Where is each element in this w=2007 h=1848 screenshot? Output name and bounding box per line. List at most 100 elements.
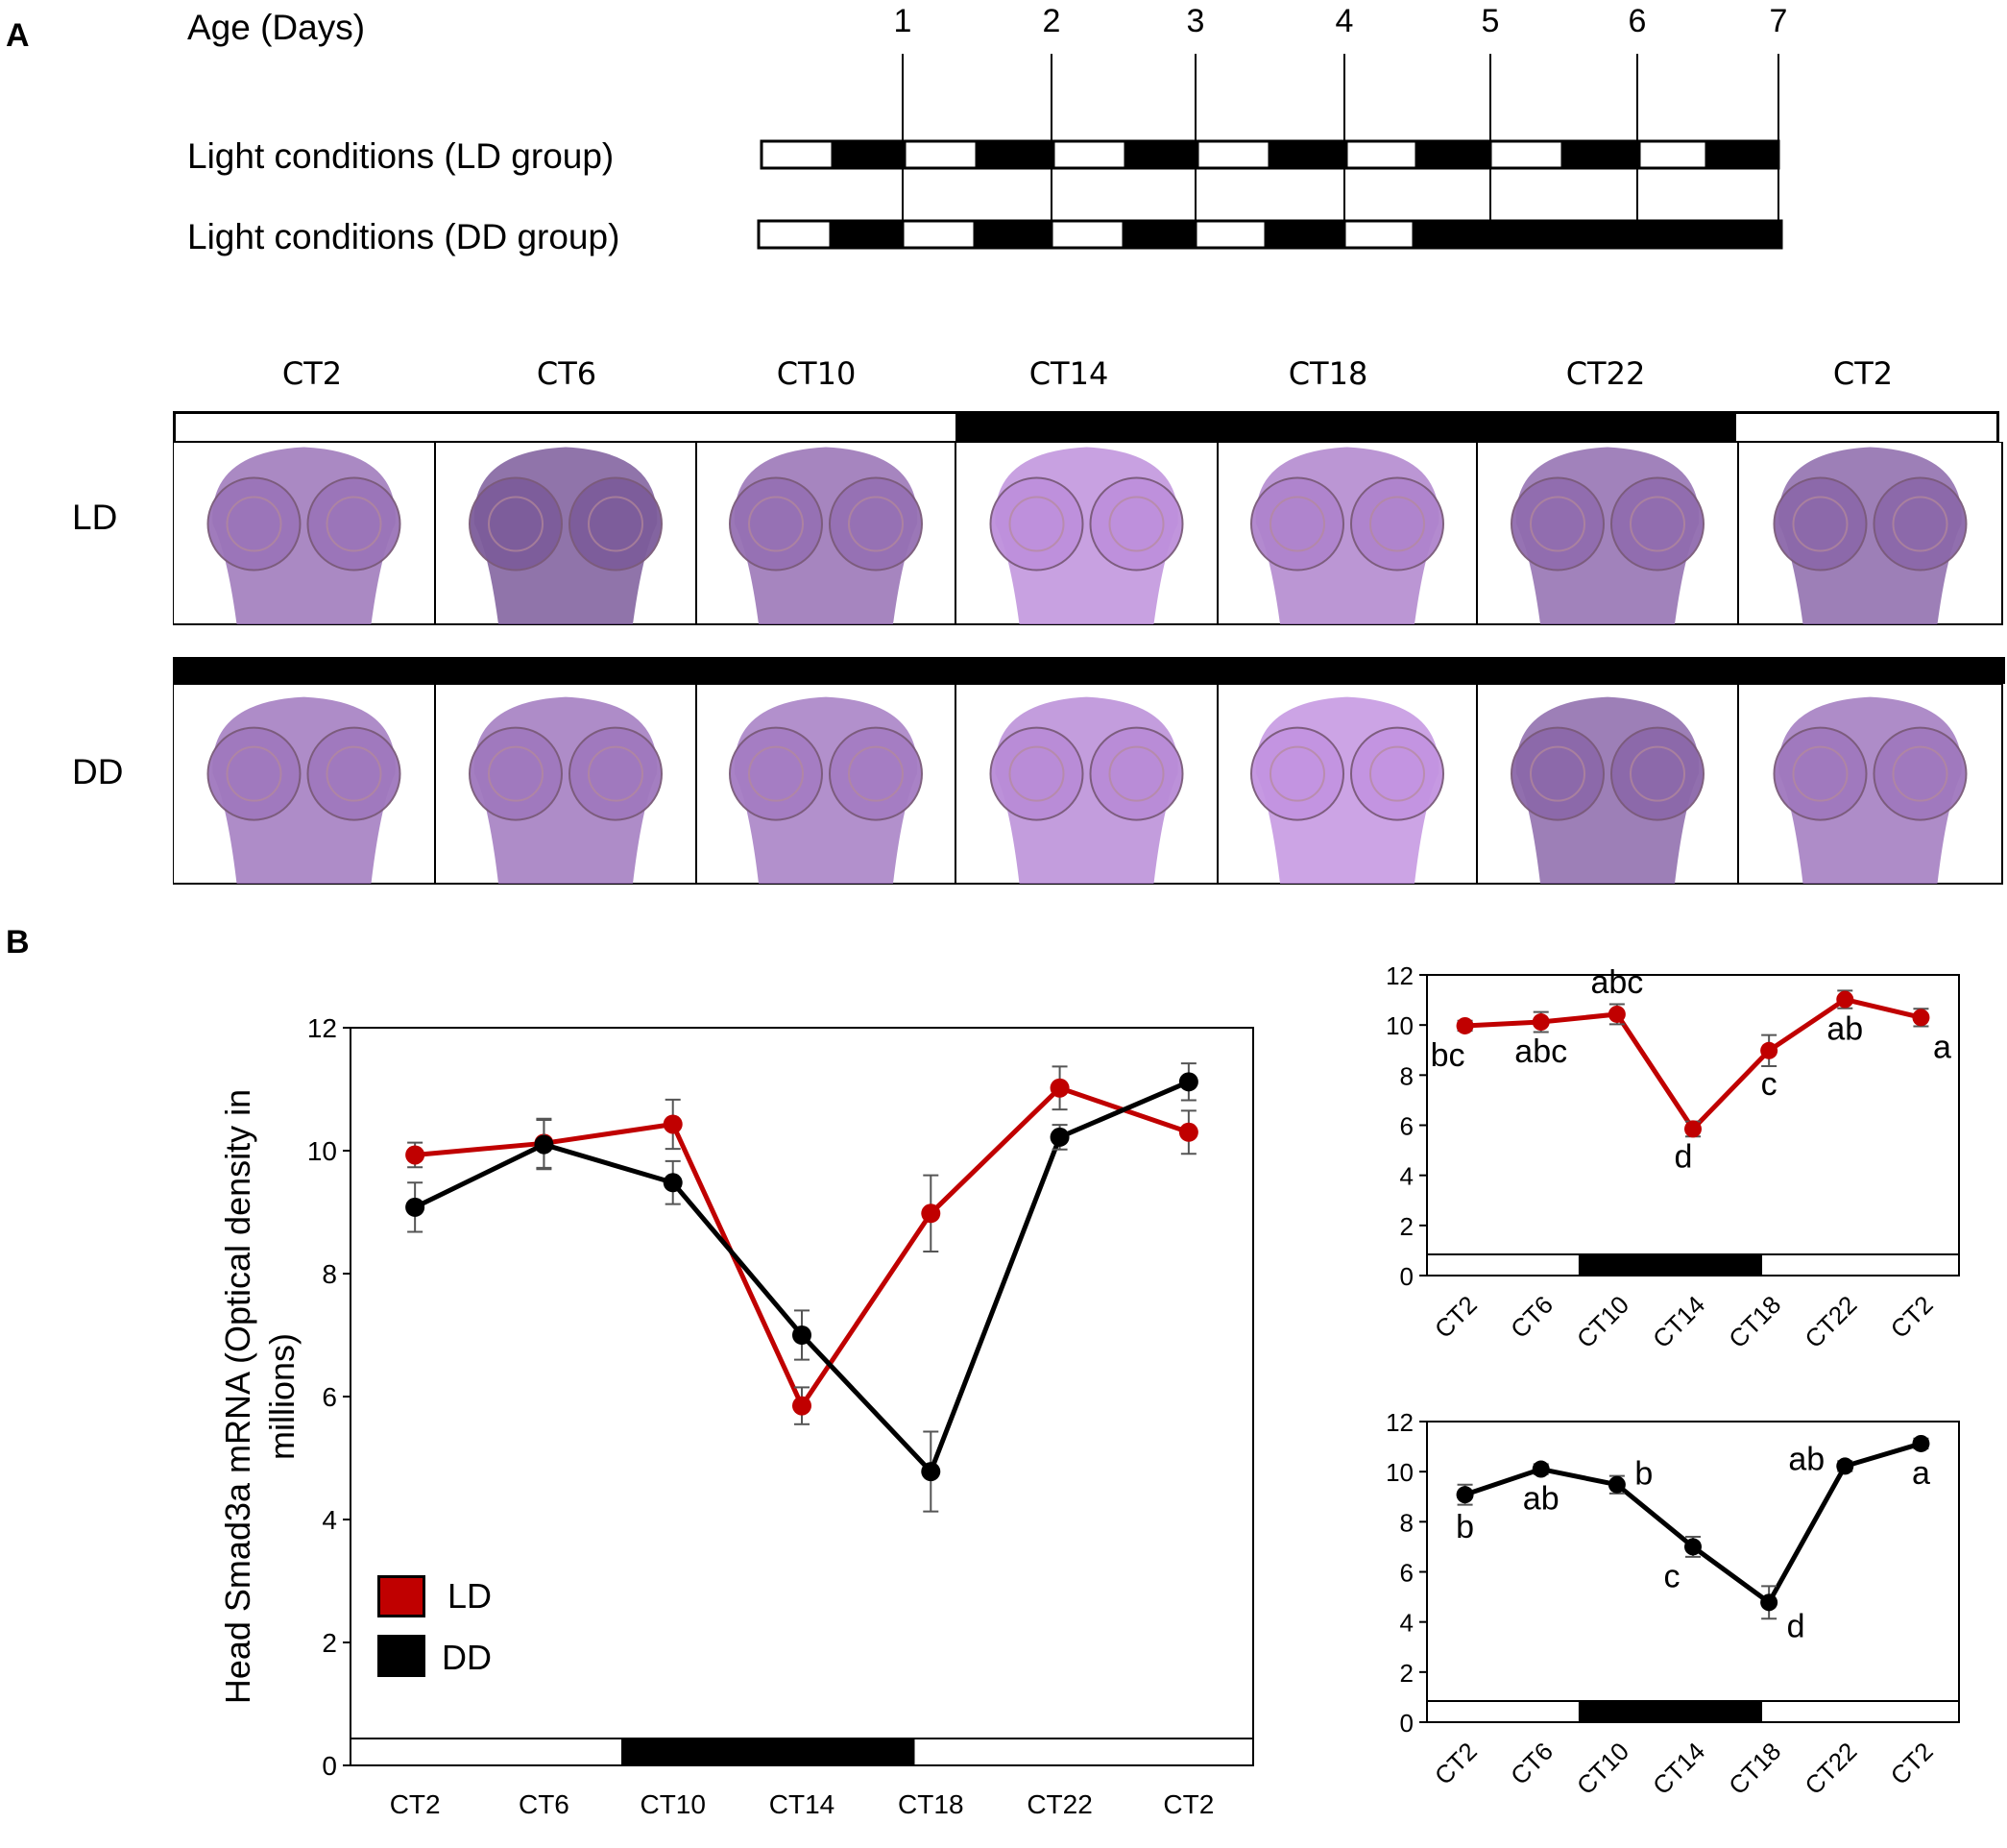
dark-phase (1578, 1254, 1763, 1276)
data-point (663, 1114, 683, 1134)
significance-letter: d (1787, 1608, 1805, 1644)
day-label: 3 (1187, 3, 1205, 39)
x-tick-label: CT18 (1723, 1737, 1786, 1800)
y-tick-label: 2 (1400, 1212, 1414, 1241)
specimen-lens (1792, 745, 1849, 802)
x-tick-label: CT2 (1163, 1789, 1214, 1819)
significance-letter: b (1634, 1456, 1653, 1493)
ld-segment (760, 139, 834, 170)
specimen-lens (848, 496, 904, 552)
data-point (1178, 1072, 1198, 1092)
day-label: 4 (1336, 3, 1354, 39)
x-tick-label: CT2 (390, 1789, 441, 1819)
specimen-lens (588, 745, 643, 802)
ld-segment (1637, 139, 1708, 170)
specimen-eye (829, 476, 923, 571)
specimen-lens (1369, 496, 1425, 552)
dark-phase (621, 1739, 915, 1765)
specimen-eye (1350, 726, 1444, 821)
x-tick-label: CT22 (1799, 1290, 1862, 1353)
x-tick-label: CT22 (1027, 1789, 1092, 1819)
y-tick-label: 0 (322, 1751, 337, 1781)
specimen-lens (1269, 496, 1325, 552)
y-tick-label: 6 (322, 1382, 337, 1412)
specimen-eye (206, 476, 302, 571)
specimen-lens (1008, 745, 1065, 802)
y-tick-label: 10 (307, 1136, 337, 1166)
data-point (1608, 1475, 1626, 1494)
specimen-eye (989, 726, 1084, 821)
specimen-eye (1773, 726, 1868, 821)
dd-segment (1412, 219, 1783, 250)
significance-letter: ab (1523, 1481, 1560, 1518)
data-point (1684, 1120, 1702, 1138)
significance-letter: abc (1590, 964, 1643, 1001)
legend-dd-label: DD (442, 1638, 492, 1677)
significance-letter: c (1664, 1558, 1681, 1594)
ct-header: CT2 (1832, 355, 1894, 392)
ld-segment (1560, 139, 1641, 170)
significance-letter: ab (1788, 1441, 1825, 1477)
specimen-eye (568, 476, 663, 571)
y-tick-label: 2 (1400, 1659, 1414, 1688)
y-tick-label: 10 (1386, 1458, 1414, 1487)
legend-ld-label: LD (447, 1576, 493, 1616)
x-tick-label: CT2 (1429, 1290, 1483, 1344)
specimen-eye (306, 726, 401, 821)
panel-a-label: A (6, 17, 30, 54)
specimen-lens (848, 745, 904, 802)
significance-letter: c (1761, 1066, 1777, 1103)
whole-mount-images (173, 442, 2003, 885)
x-tick-label: CT10 (640, 1789, 705, 1819)
y-tick-label: 8 (322, 1259, 337, 1289)
specimen-eye (729, 726, 823, 821)
specimen-eye (989, 476, 1084, 571)
day-label: 2 (1043, 3, 1061, 39)
specimen-eye (469, 476, 563, 571)
x-tick-label: CT2 (1885, 1737, 1939, 1790)
y-tick-label: 6 (1400, 1112, 1414, 1141)
y-tick-label: 0 (1400, 1262, 1414, 1291)
ld-segment (1344, 139, 1418, 170)
main-chart: 0 2 4 6 8 10 12 CT2 CT6 CT10 CT14 CT18 CT22 CT2 Head S… (218, 1013, 1254, 1819)
specimen-lens (1269, 745, 1325, 802)
ct-header: CT22 (1565, 355, 1646, 392)
significance-letter: a (1912, 1455, 1930, 1492)
specimen-eye (568, 726, 663, 821)
y-tick-label: 6 (1400, 1559, 1414, 1588)
data-point (1912, 1434, 1930, 1452)
specimen-lens (1530, 745, 1585, 802)
ct-header: CT6 (536, 355, 597, 392)
x-tick-label: CT6 (1505, 1290, 1559, 1344)
y-tick-label: 12 (1386, 1408, 1414, 1437)
significance-letter: b (1456, 1509, 1474, 1545)
data-point (1836, 990, 1854, 1009)
specimen-eye (206, 726, 302, 821)
panel-b-label: B (6, 924, 30, 960)
y-tick-label: 2 (322, 1628, 337, 1658)
data-point (1760, 1041, 1778, 1059)
specimen-lens (1108, 745, 1165, 802)
specimen-eye (1873, 726, 1968, 821)
specimen-lens (326, 745, 382, 802)
significance-letter: a (1933, 1029, 1951, 1065)
ct-header: CT14 (1028, 355, 1109, 392)
data-point (1532, 1013, 1550, 1032)
data-point (405, 1197, 425, 1217)
dd-segment (1194, 219, 1268, 250)
specimen-eye (829, 726, 923, 821)
day-label: 7 (1770, 3, 1788, 39)
specimen-lens (748, 496, 804, 552)
legend-dd-swatch (377, 1635, 425, 1677)
day-label: 1 (894, 3, 912, 39)
specimen-eye (1089, 476, 1184, 571)
ld-segment (1196, 139, 1271, 170)
dd-condition-label: Light conditions (DD group) (187, 217, 620, 256)
ld-segment (975, 139, 1055, 170)
data-point (1532, 1460, 1550, 1478)
specimen-lens (488, 496, 544, 552)
dd-segment (1122, 219, 1197, 250)
data-point (534, 1134, 554, 1155)
ld-segment (831, 139, 907, 170)
